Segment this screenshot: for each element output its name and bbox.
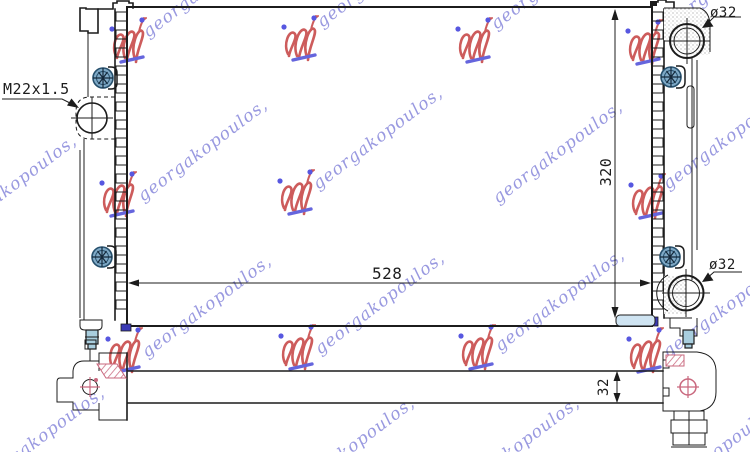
torx-fastener: [91, 245, 117, 269]
bottom-highlight-part: [615, 314, 656, 327]
leader-inlet: [702, 16, 741, 28]
dimension-depth: [593, 370, 641, 404]
leader-thread: [2, 98, 79, 108]
left-crimp-zigzag: [115, 11, 128, 318]
drain-plug-crosshair: [71, 97, 113, 139]
dimension-width: [128, 279, 651, 287]
left-tank: [71, 0, 134, 350]
thread-dimension-label: M22x1.5: [3, 80, 70, 98]
outlet-pipe-side: [670, 410, 708, 448]
inlet-diameter-label: ø32: [710, 5, 737, 21]
right-crimp-zigzag: [651, 11, 664, 318]
depth-dimension-label: 32: [596, 378, 612, 396]
outlet-pipe: [656, 269, 710, 317]
torx-fastener: [92, 66, 118, 90]
height-dimension-label: 320: [597, 157, 615, 187]
outlet-diameter-label: ø32: [709, 257, 736, 273]
tank-slot: [686, 85, 695, 129]
bottom-right-fitting: [664, 317, 698, 349]
top-left-bracket: [79, 7, 99, 34]
torx-fastener: [660, 65, 686, 89]
radiator-top-view: [56, 339, 717, 448]
torx-fastener: [659, 245, 685, 269]
top-right-tab-fill: [650, 1, 657, 6]
radiator-front-view: [2, 0, 742, 350]
inlet-pipe: [664, 7, 711, 64]
top-left-tab: [112, 0, 134, 9]
right-tank: [649, 0, 711, 349]
drain-cock: [79, 319, 103, 350]
core-band: [126, 352, 664, 421]
leader-outlet: [702, 271, 742, 282]
dimension-height: [611, 9, 619, 318]
right-mount-bracket: [662, 351, 717, 448]
tank-outer-wall: [691, 58, 698, 280]
tank-outer-wall-lower: [79, 139, 85, 320]
left-mount-bracket: [56, 339, 128, 421]
drain-housing: [75, 96, 115, 140]
bottom-left-clip: [120, 323, 132, 332]
width-dimension-label: 528: [372, 264, 403, 283]
